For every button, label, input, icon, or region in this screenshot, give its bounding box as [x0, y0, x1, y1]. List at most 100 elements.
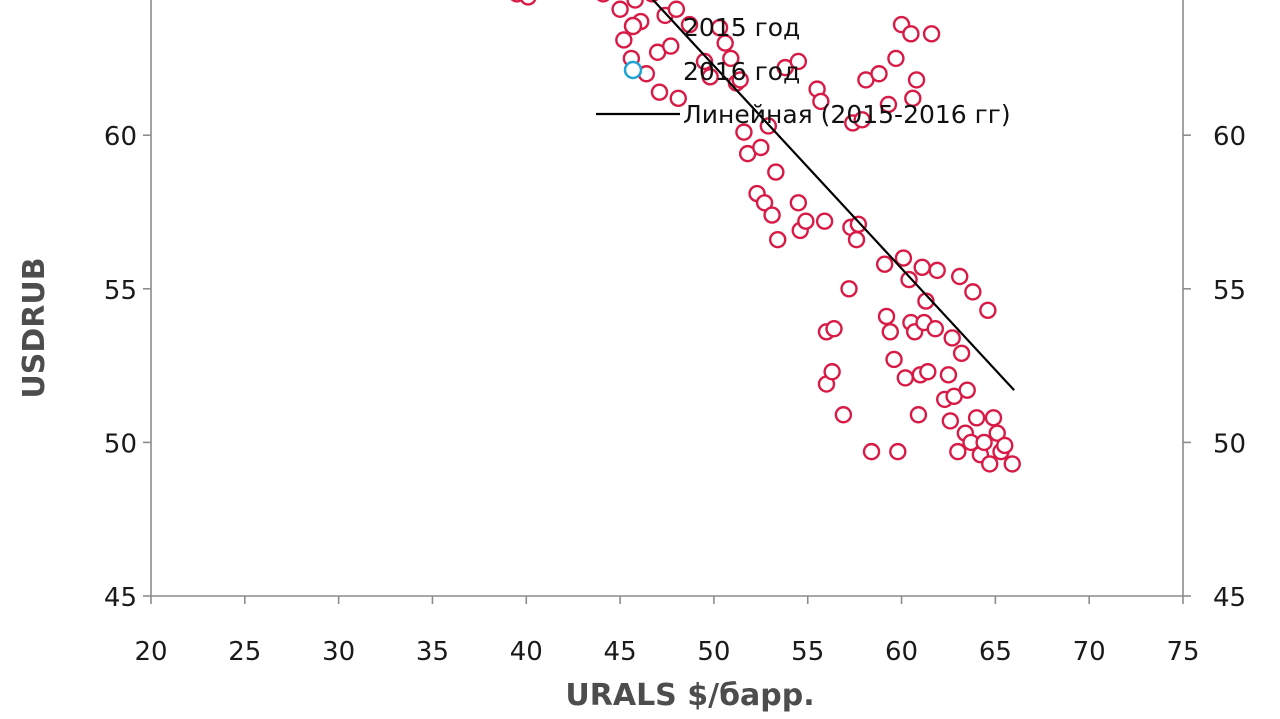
point-2015 — [815, 212, 834, 230]
y-tick-label-left: 55 — [104, 276, 137, 306]
point-2015 — [941, 412, 960, 430]
point-2015 — [900, 270, 918, 289]
point-2015 — [981, 455, 999, 473]
legend-label-trend: Линейная (2015-2016 гг) — [683, 100, 1011, 129]
x-tick-label: 70 — [1073, 637, 1106, 667]
point-2015 — [875, 255, 894, 273]
x-tick-label: 50 — [697, 637, 730, 667]
point-2015 — [701, 68, 719, 86]
point-2015 — [887, 49, 905, 68]
point-2015 — [789, 52, 808, 71]
point-2015 — [797, 212, 815, 230]
point-2015 — [979, 301, 997, 320]
point-2015 — [662, 37, 680, 55]
point-2015 — [519, 0, 537, 6]
point-2015 — [967, 409, 986, 427]
point-2015 — [879, 95, 898, 114]
x-tick-label: 55 — [791, 637, 824, 667]
point-2015 — [928, 261, 946, 280]
trendline — [651, 0, 1015, 391]
y-tick-label-left: 60 — [104, 122, 137, 152]
point-2015 — [597, 0, 610, 3]
x-tick-label: 75 — [1166, 637, 1199, 667]
x-tick-label: 30 — [322, 637, 355, 667]
point-2015 — [870, 65, 888, 83]
point-2015 — [996, 436, 1014, 455]
point-2015 — [735, 123, 753, 141]
point-2015 — [789, 194, 808, 212]
point-2015 — [716, 34, 734, 52]
point-2015 — [840, 280, 858, 298]
x-tick-label: 60 — [885, 637, 918, 667]
legend-label-2015: 2015 год — [683, 13, 800, 42]
legend-label-2016: 2016 год — [683, 57, 800, 86]
point-2015 — [731, 71, 749, 89]
point-2015 — [853, 111, 871, 129]
x-tick-label: 35 — [416, 637, 449, 667]
point-2015 — [834, 406, 853, 424]
point-2015 — [849, 215, 868, 233]
x-tick-label: 20 — [134, 637, 167, 667]
axes-layer — [150, 0, 1184, 597]
point-2015 — [949, 442, 967, 461]
point-2015 — [615, 31, 633, 49]
point-2015 — [922, 25, 941, 43]
point-2015 — [1003, 455, 1021, 473]
point-2015 — [894, 249, 913, 267]
point-2015 — [611, 0, 629, 18]
point-2015 — [896, 369, 914, 387]
point-2015 — [862, 442, 881, 461]
point-2015 — [964, 283, 982, 301]
x-tick-label: 65 — [979, 637, 1012, 667]
point-2015 — [877, 307, 896, 326]
point-2015 — [763, 206, 781, 224]
point-2015 — [889, 442, 907, 461]
point-2015 — [952, 344, 971, 363]
legend-marker-2016 — [623, 60, 643, 80]
ticks-layer: 20 25 30 35 40 45 50 55 60 65 70 75 45 45 50 50 55 55 60 60… — [104, 122, 1246, 667]
point-2015 — [650, 83, 669, 101]
y-tick-label-left: 45 — [104, 583, 137, 613]
point-2015 — [939, 366, 958, 384]
x-tick-label: 25 — [228, 637, 261, 667]
y-axis-title: USDRUB — [17, 257, 52, 398]
point-2015 — [755, 194, 774, 212]
point-2015 — [752, 138, 770, 157]
point-2015 — [769, 230, 787, 249]
point-2015 — [943, 329, 961, 347]
y-tick-label-left: 50 — [104, 429, 137, 459]
point-2015 — [669, 89, 687, 108]
legend-marker-2015 — [623, 16, 643, 36]
point-2015 — [907, 71, 926, 89]
point-2015 — [951, 267, 969, 286]
point-2015 — [722, 49, 740, 68]
y-tick-label-right: 45 — [1213, 583, 1246, 613]
point-2015 — [881, 323, 899, 341]
point-2015 — [510, 0, 524, 3]
point-2015 — [913, 258, 931, 276]
point-2015 — [680, 15, 699, 34]
point-2015 — [919, 363, 937, 381]
point-2015 — [926, 320, 945, 338]
point-2015 — [975, 433, 993, 452]
trend-layer — [651, 0, 1015, 391]
x-axis-title: URALS $/барр. — [565, 678, 814, 713]
points-layer — [510, 0, 1021, 473]
point-2015 — [667, 0, 686, 18]
point-2015 — [823, 363, 841, 381]
y-tick-label-right: 50 — [1213, 429, 1246, 459]
y-tick-label-right: 55 — [1213, 276, 1246, 306]
x-tick-label: 45 — [604, 637, 637, 667]
point-2015 — [958, 381, 976, 399]
point-2015 — [825, 320, 843, 338]
point-2015 — [904, 89, 922, 108]
legend: 2015 год 2016 год Линейная (2015-2016 гг… — [596, 13, 1011, 129]
point-2015 — [812, 92, 830, 111]
x-tick-label: 40 — [510, 637, 543, 667]
point-2015 — [847, 230, 866, 249]
point-2015 — [909, 406, 928, 424]
point-2015 — [885, 350, 903, 369]
point-2015 — [902, 25, 920, 43]
point-2015 — [984, 409, 1003, 427]
